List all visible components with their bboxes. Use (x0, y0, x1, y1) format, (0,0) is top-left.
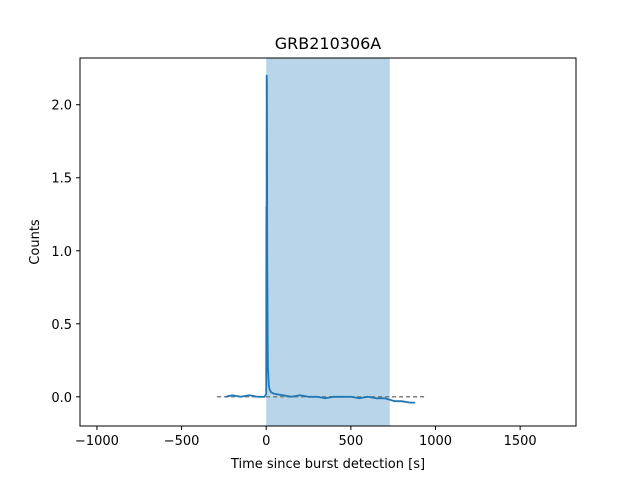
x-tick-label: 1500 (504, 434, 537, 449)
shaded-interval (266, 58, 390, 426)
y-tick-label: 0.0 (51, 391, 72, 406)
x-tick-label: 0 (262, 434, 270, 449)
x-axis-label: Time since burst detection [s] (230, 457, 425, 472)
y-axis-label: Counts (28, 219, 43, 265)
y-tick-label: 1.0 (51, 245, 72, 260)
x-tick-label: 1000 (419, 434, 452, 449)
chart-title: GRB210306A (275, 34, 382, 53)
y-tick-label: 2.0 (51, 99, 72, 114)
plot-frame (79, 57, 577, 427)
series-line-0 (225, 74, 416, 404)
x-tick-label: 500 (338, 434, 363, 449)
x-tick-label: −500 (164, 434, 200, 449)
y-tick-label: 0.5 (51, 318, 72, 333)
x-tick-label: −1000 (75, 434, 119, 449)
y-tick-label: 1.5 (51, 172, 72, 187)
